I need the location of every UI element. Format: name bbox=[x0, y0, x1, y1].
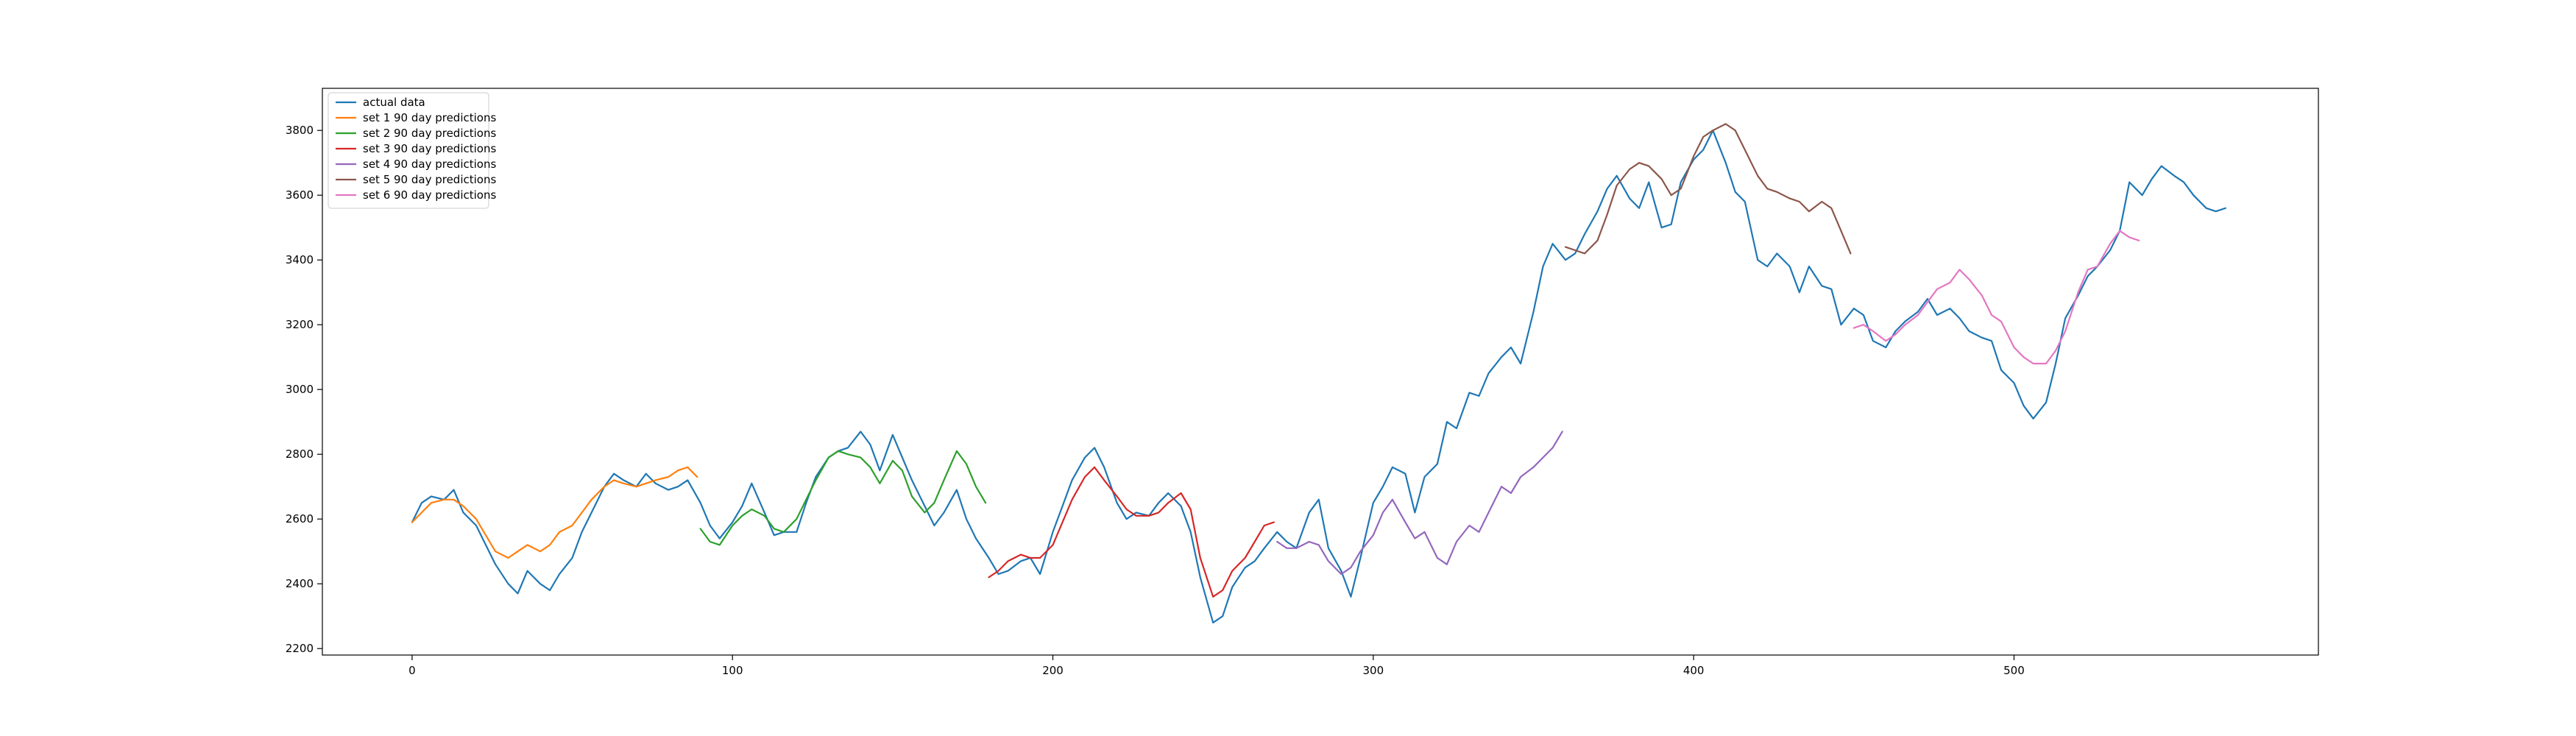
legend-label-6: set 6 90 day predictions bbox=[363, 188, 496, 202]
x-tick-label-2: 200 bbox=[1042, 664, 1064, 677]
plot-background bbox=[322, 88, 2318, 655]
series-line-5 bbox=[1564, 123, 1852, 255]
x-tick-label-0: 0 bbox=[408, 664, 416, 677]
y-tick-label-3: 2800 bbox=[286, 447, 314, 461]
y-tick-label-2: 2600 bbox=[286, 512, 314, 526]
x-tick-label-3: 300 bbox=[1363, 664, 1384, 677]
legend-label-4: set 4 90 day predictions bbox=[363, 158, 496, 171]
legend-label-5: set 5 90 day predictions bbox=[363, 173, 496, 186]
series-line-2 bbox=[699, 450, 987, 546]
legend-label-0: actual data bbox=[363, 96, 425, 109]
y-tick-label-1: 2400 bbox=[286, 577, 314, 590]
series-line-6 bbox=[1853, 230, 2140, 365]
series-layer bbox=[411, 123, 2226, 624]
series-line-4 bbox=[1276, 431, 1563, 576]
legend-label-2: set 2 90 day predictions bbox=[363, 127, 496, 140]
series-line-3 bbox=[988, 466, 1275, 598]
x-tick-label-5: 500 bbox=[2003, 664, 2025, 677]
y-tick-label-0: 2200 bbox=[286, 642, 314, 655]
legend: actual data set 1 90 day predictions set 2… bbox=[328, 92, 496, 209]
y-axis: 2200 2400 2600 2800 3000 3200 3400 3600 3800 bbox=[286, 124, 322, 655]
y-tick-label-8: 3800 bbox=[286, 124, 314, 137]
plot-area bbox=[322, 88, 2319, 656]
y-tick-label-7: 3600 bbox=[286, 188, 314, 202]
y-tick-label-4: 3000 bbox=[286, 383, 314, 396]
x-tick-label-4: 400 bbox=[1683, 664, 1705, 677]
legend-label-1: set 1 90 day predictions bbox=[363, 111, 496, 124]
y-tick-label-5: 3200 bbox=[286, 318, 314, 331]
series-line-0 bbox=[411, 130, 2226, 624]
x-axis: 0 100 200 300 400 500 bbox=[408, 655, 2025, 677]
series-line-1 bbox=[411, 466, 698, 559]
plot-frame bbox=[322, 88, 2319, 656]
legend-label-3: set 3 90 day predictions bbox=[363, 142, 496, 155]
legend-box bbox=[328, 92, 489, 209]
y-tick-label-6: 3400 bbox=[286, 253, 314, 266]
x-tick-label-1: 100 bbox=[722, 664, 743, 677]
